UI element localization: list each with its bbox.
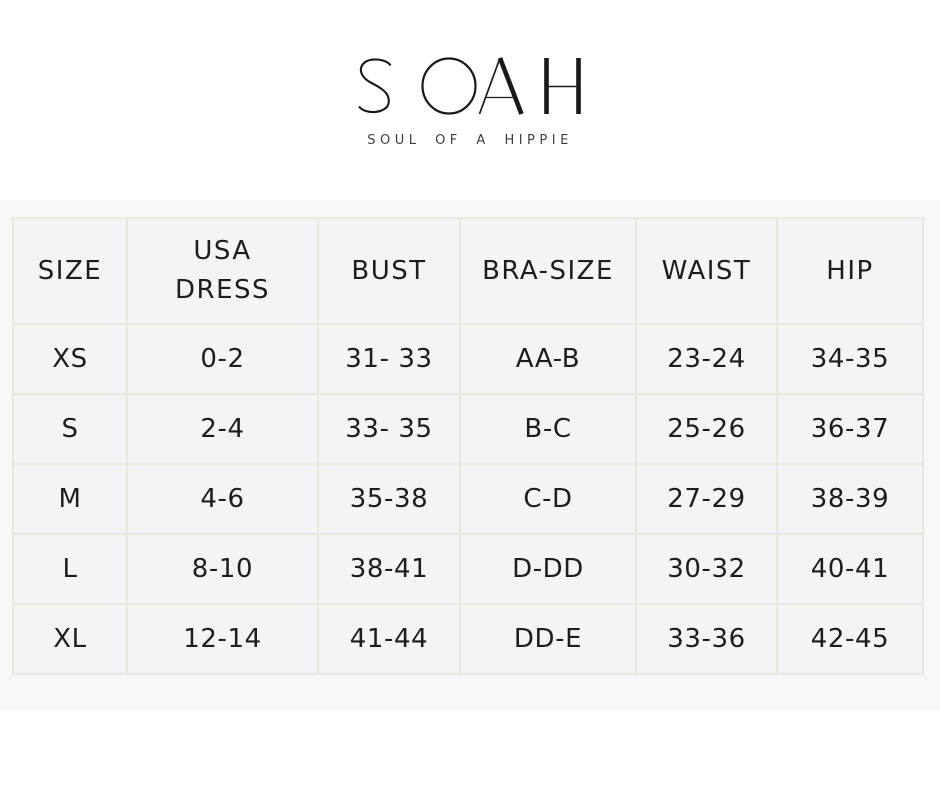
row-l: L 8-10 38-41 D-DD 30-32 40-41 bbox=[12, 533, 924, 605]
size-value-cell: C-D bbox=[459, 463, 637, 535]
size-value-cell: 38-39 bbox=[776, 463, 924, 535]
size-label-cell: XL bbox=[12, 603, 128, 675]
size-value-cell: 33- 35 bbox=[317, 393, 461, 465]
size-label-cell: XS bbox=[12, 323, 128, 395]
brand-logo bbox=[357, 57, 583, 115]
col-header-waist: WAIST bbox=[635, 217, 778, 325]
size-value-cell: 42-45 bbox=[776, 603, 924, 675]
size-value-cell: DD-E bbox=[459, 603, 637, 675]
size-value-cell: 33-36 bbox=[635, 603, 778, 675]
row-s: S 2-4 33- 35 B-C 25-26 36-37 bbox=[12, 393, 924, 465]
col-header-bust: BUST bbox=[317, 217, 461, 325]
size-value-cell: 35-38 bbox=[317, 463, 461, 535]
size-value-cell: 36-37 bbox=[776, 393, 924, 465]
soah-logo-lettermark-svg bbox=[358, 57, 581, 115]
size-value-cell: 12-14 bbox=[126, 603, 319, 675]
size-value-cell: 41-44 bbox=[317, 603, 461, 675]
size-value-cell: 2-4 bbox=[126, 393, 319, 465]
row-xs: XS 0-2 31- 33 AA-B 23-24 34-35 bbox=[12, 323, 924, 395]
size-value-cell: 40-41 bbox=[776, 533, 924, 605]
size-value-cell: B-C bbox=[459, 393, 637, 465]
size-value-cell: 23-24 bbox=[635, 323, 778, 395]
size-value-cell: 25-26 bbox=[635, 393, 778, 465]
size-value-cell: 31- 33 bbox=[317, 323, 461, 395]
size-label-cell: L bbox=[12, 533, 128, 605]
size-value-cell: 38-41 bbox=[317, 533, 461, 605]
size-value-cell: 27-29 bbox=[635, 463, 778, 535]
size-value-cell: 0-2 bbox=[126, 323, 319, 395]
size-value-cell: AA-B bbox=[459, 323, 637, 395]
row-xl: XL 12-14 41-44 DD-E 33-36 42-45 bbox=[12, 603, 924, 675]
size-value-cell: 34-35 bbox=[776, 323, 924, 395]
brand-tagline: SOUL OF A HIPPIE bbox=[367, 133, 573, 148]
size-label-cell: M bbox=[12, 463, 128, 535]
col-header-bra-size: BRA-SIZE bbox=[459, 217, 637, 325]
brand-header: SOUL OF A HIPPIE bbox=[0, 0, 940, 200]
col-header-hip: HIP bbox=[776, 217, 924, 325]
row-m: M 4-6 35-38 C-D 27-29 38-39 bbox=[12, 463, 924, 535]
size-label-cell: S bbox=[12, 393, 128, 465]
size-value-cell: 30-32 bbox=[635, 533, 778, 605]
size-value-cell: D-DD bbox=[459, 533, 637, 605]
size-chart-table: SIZE USA DRESS BUST BRA-SIZE WAIST HIP X… bbox=[12, 217, 924, 675]
size-chart-section: SIZE USA DRESS BUST BRA-SIZE WAIST HIP X… bbox=[0, 200, 940, 710]
size-value-cell: 8-10 bbox=[126, 533, 319, 605]
footer-whitespace bbox=[0, 710, 940, 788]
col-header-usa-dress: USA DRESS bbox=[126, 217, 319, 325]
col-header-size: SIZE bbox=[12, 217, 128, 325]
header-row: SIZE USA DRESS BUST BRA-SIZE WAIST HIP bbox=[12, 217, 924, 325]
size-value-cell: 4-6 bbox=[126, 463, 319, 535]
